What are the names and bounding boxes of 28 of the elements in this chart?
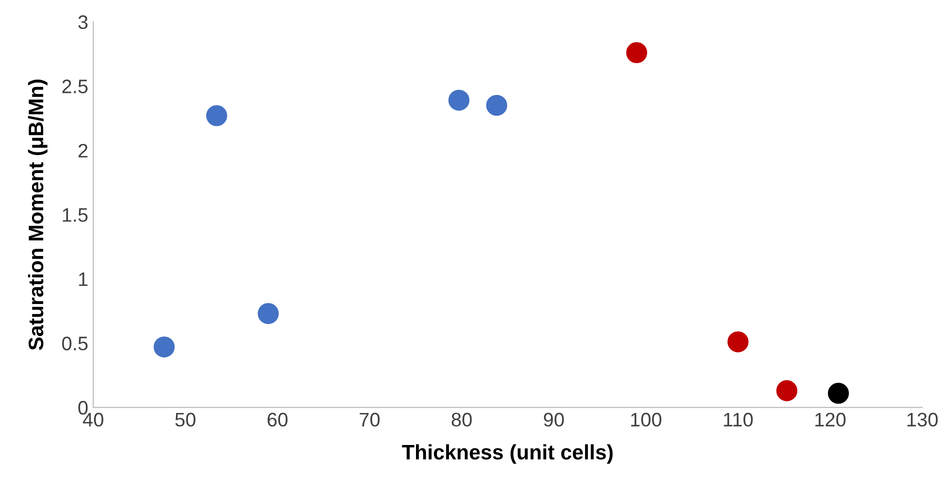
x-tick-label: 60 bbox=[268, 412, 288, 427]
point bbox=[727, 331, 749, 352]
point bbox=[448, 90, 470, 111]
x-axis-title: Thickness (unit cells) bbox=[402, 444, 613, 464]
point bbox=[154, 336, 175, 358]
point bbox=[828, 382, 849, 404]
y-tick-label: 0 bbox=[78, 400, 88, 415]
x-tick-label: 130 bbox=[907, 412, 938, 427]
y-tick-label: 3 bbox=[78, 15, 88, 30]
x-tick-label: 90 bbox=[544, 412, 564, 427]
x-tick-label: 70 bbox=[360, 412, 380, 427]
point bbox=[258, 303, 279, 324]
x-tick-label: 100 bbox=[631, 412, 662, 427]
y-tick-label: 0.5 bbox=[62, 336, 88, 350]
y-tick-label: 2.5 bbox=[62, 80, 88, 94]
x-tick-label: 40 bbox=[82, 412, 104, 427]
y-tick-label: 2 bbox=[78, 144, 88, 158]
point bbox=[486, 94, 508, 116]
x-tick-label: 110 bbox=[724, 412, 753, 427]
point bbox=[776, 380, 798, 402]
y-tick-label: 1.5 bbox=[62, 208, 88, 222]
x-tick-label: 80 bbox=[452, 412, 472, 427]
point bbox=[206, 105, 228, 126]
point bbox=[626, 42, 648, 64]
y-axis-title: Saturation Moment (μB/Mn) bbox=[28, 80, 48, 350]
x-tick-label: 50 bbox=[175, 412, 196, 427]
x-tick-label: 120 bbox=[815, 412, 846, 427]
y-tick-label: 1 bbox=[79, 272, 88, 286]
